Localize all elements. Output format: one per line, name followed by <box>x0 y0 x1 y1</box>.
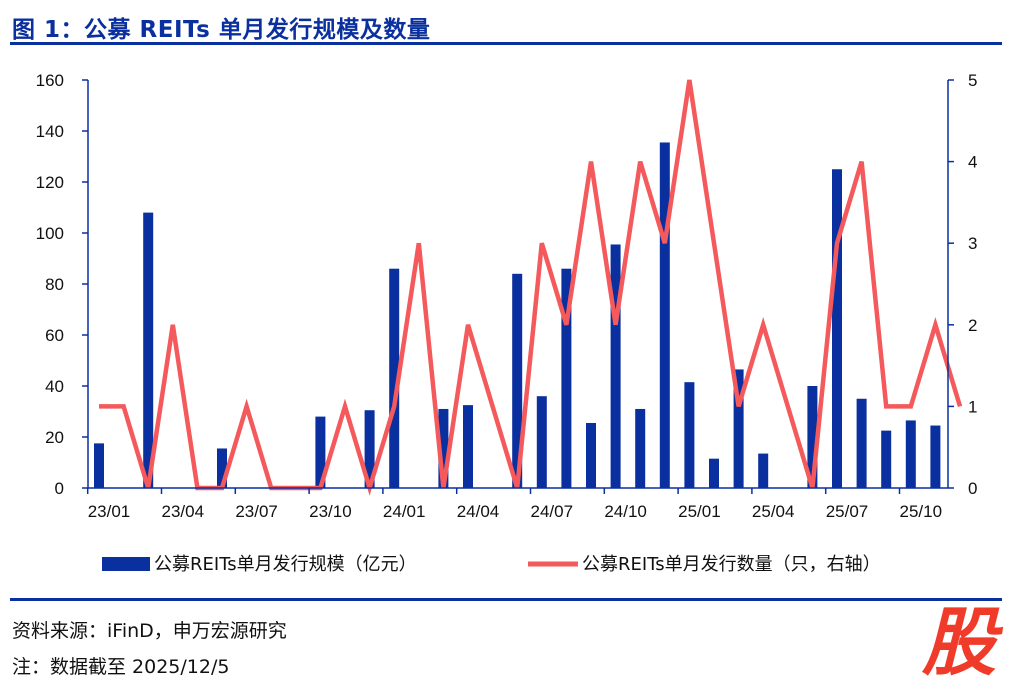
x-tick-label: 24/04 <box>457 502 500 521</box>
bar <box>364 410 375 488</box>
count-line <box>99 79 963 496</box>
left-tick-label: 0 <box>55 479 64 498</box>
bar <box>856 398 867 488</box>
legend: 公募REITs单月发行规模（亿元） 公募REITs单月发行数量（只，右轴） <box>102 554 881 575</box>
x-tick-label: 23/04 <box>162 502 205 521</box>
source-note: 资料来源：iFinD，申万宏源研究 <box>12 620 287 642</box>
bar <box>659 142 670 488</box>
chart-axes: 0 20 40 60 80 100 120 140 160 0 1 2 3 4 5 23/01 23/04 23/… <box>36 71 978 521</box>
bar <box>635 408 646 488</box>
legend-bar-swatch <box>102 557 150 571</box>
right-tick-label: 2 <box>968 316 977 335</box>
bar <box>389 268 400 488</box>
legend-bar-label: 公募REITs单月发行规模（亿元） <box>154 554 417 575</box>
x-tick-label: 23/01 <box>88 502 131 521</box>
x-tick-label: 24/01 <box>383 502 426 521</box>
right-tick-label: 0 <box>968 479 977 498</box>
bar <box>610 244 621 488</box>
title-divider <box>10 42 1002 45</box>
x-tick-label: 23/10 <box>309 502 352 521</box>
bar <box>930 425 941 488</box>
bar <box>807 386 818 488</box>
bar <box>143 212 154 488</box>
right-tick-label: 4 <box>968 153 977 172</box>
x-tick-label: 24/07 <box>531 502 574 521</box>
x-tick-label: 25/07 <box>826 502 869 521</box>
bar <box>684 382 695 488</box>
date-note: 注：数据截至 2025/12/5 <box>12 656 230 678</box>
bar <box>94 443 104 488</box>
left-tick-label: 60 <box>45 326 64 345</box>
bar <box>438 408 449 488</box>
x-tick-label: 25/01 <box>678 502 721 521</box>
bar <box>512 273 523 488</box>
bar <box>561 268 572 488</box>
brand-stamp: 股 <box>922 600 996 686</box>
left-tick-label: 140 <box>36 122 64 141</box>
bar <box>881 430 892 488</box>
left-tick-label: 120 <box>36 173 64 192</box>
x-tick-label: 24/10 <box>604 502 647 521</box>
x-tick-label: 25/04 <box>752 502 795 521</box>
bar <box>709 458 719 488</box>
chart: 0 20 40 60 80 100 120 140 160 0 1 2 3 4 5 23/01 23/04 23/… <box>36 71 978 575</box>
left-tick-label: 80 <box>45 275 64 294</box>
right-tick-label: 3 <box>968 234 977 253</box>
bar <box>905 420 916 488</box>
right-tick-label: 1 <box>968 397 977 416</box>
line-series <box>99 79 963 496</box>
left-tick-label: 40 <box>45 377 64 396</box>
bar <box>586 422 596 488</box>
bar <box>463 405 473 488</box>
bar <box>315 416 326 488</box>
bar <box>217 448 227 488</box>
left-tick-label: 20 <box>45 428 64 447</box>
bar <box>832 169 842 488</box>
legend-line-label: 公募REITs单月发行数量（只，右轴） <box>582 554 881 575</box>
bar <box>536 396 547 488</box>
chart-title: 图 1：公募 REITs 单月发行规模及数量 <box>12 17 431 43</box>
left-tick-label: 160 <box>36 71 64 90</box>
right-tick-label: 5 <box>968 71 977 90</box>
x-tick-label: 23/07 <box>235 502 278 521</box>
bar-series <box>94 142 941 488</box>
footer-divider <box>10 598 1002 601</box>
bar <box>758 453 769 488</box>
x-tick-label: 25/10 <box>900 502 943 521</box>
bar <box>733 369 744 488</box>
left-tick-label: 100 <box>36 224 64 243</box>
